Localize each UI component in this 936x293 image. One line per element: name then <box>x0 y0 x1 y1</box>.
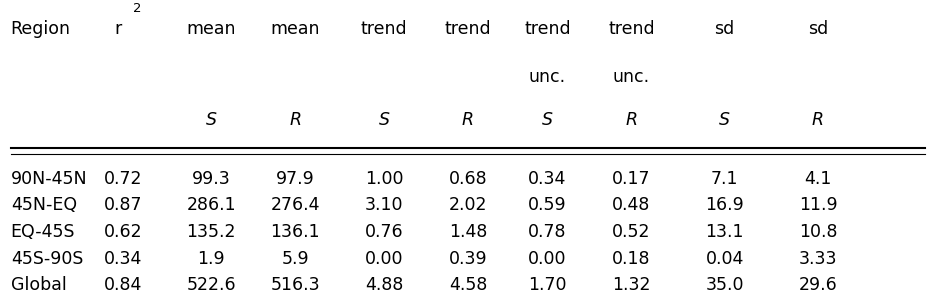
Text: sd: sd <box>808 20 828 38</box>
Text: R: R <box>625 111 637 129</box>
Text: 7.1: 7.1 <box>710 170 739 188</box>
Text: 0.18: 0.18 <box>612 250 651 268</box>
Text: 29.6: 29.6 <box>798 277 838 293</box>
Text: 0.78: 0.78 <box>528 223 566 241</box>
Text: 516.3: 516.3 <box>271 277 320 293</box>
Text: 5.9: 5.9 <box>282 250 309 268</box>
Text: 135.2: 135.2 <box>186 223 236 241</box>
Text: 0.17: 0.17 <box>612 170 651 188</box>
Text: 286.1: 286.1 <box>186 196 236 214</box>
Text: 0.34: 0.34 <box>104 250 142 268</box>
Text: S: S <box>719 111 730 129</box>
Text: 136.1: 136.1 <box>271 223 320 241</box>
Text: trend: trend <box>608 20 654 38</box>
Text: 11.9: 11.9 <box>798 196 838 214</box>
Text: 1.48: 1.48 <box>449 223 487 241</box>
Text: 1.00: 1.00 <box>365 170 403 188</box>
Text: 4.88: 4.88 <box>365 277 403 293</box>
Text: Global: Global <box>10 277 66 293</box>
Text: 276.4: 276.4 <box>271 196 320 214</box>
Text: 90N-45N: 90N-45N <box>10 170 87 188</box>
Text: trend: trend <box>524 20 571 38</box>
Text: 0.00: 0.00 <box>365 250 403 268</box>
Text: 0.00: 0.00 <box>528 250 566 268</box>
Text: mean: mean <box>271 20 320 38</box>
Text: 1.32: 1.32 <box>612 277 651 293</box>
Text: R: R <box>812 111 824 129</box>
Text: unc.: unc. <box>613 68 650 86</box>
Text: 2.02: 2.02 <box>448 196 488 214</box>
Text: R: R <box>289 111 301 129</box>
Text: S: S <box>206 111 217 129</box>
Text: trend: trend <box>360 20 407 38</box>
Text: 0.72: 0.72 <box>104 170 142 188</box>
Text: 0.48: 0.48 <box>612 196 651 214</box>
Text: 99.3: 99.3 <box>192 170 231 188</box>
Text: 4.1: 4.1 <box>804 170 832 188</box>
Text: 0.04: 0.04 <box>706 250 744 268</box>
Text: 45S-90S: 45S-90S <box>10 250 83 268</box>
Text: 35.0: 35.0 <box>706 277 744 293</box>
Text: sd: sd <box>714 20 735 38</box>
Text: 0.39: 0.39 <box>448 250 488 268</box>
Text: 3.10: 3.10 <box>365 196 403 214</box>
Text: r: r <box>114 20 122 38</box>
Text: mean: mean <box>186 20 236 38</box>
Text: 0.62: 0.62 <box>103 223 142 241</box>
Text: 0.68: 0.68 <box>448 170 488 188</box>
Text: 2: 2 <box>134 2 142 15</box>
Text: 1.70: 1.70 <box>528 277 566 293</box>
Text: 0.84: 0.84 <box>104 277 142 293</box>
Text: S: S <box>378 111 389 129</box>
Text: 0.52: 0.52 <box>612 223 651 241</box>
Text: 13.1: 13.1 <box>706 223 744 241</box>
Text: unc.: unc. <box>529 68 566 86</box>
Text: 0.76: 0.76 <box>365 223 403 241</box>
Text: 97.9: 97.9 <box>276 170 314 188</box>
Text: 522.6: 522.6 <box>186 277 236 293</box>
Text: 0.87: 0.87 <box>104 196 142 214</box>
Text: 3.33: 3.33 <box>798 250 837 268</box>
Text: EQ-45S: EQ-45S <box>10 223 75 241</box>
Text: 16.9: 16.9 <box>705 196 744 214</box>
Text: 4.58: 4.58 <box>449 277 487 293</box>
Text: 1.9: 1.9 <box>197 250 226 268</box>
Text: Region: Region <box>10 20 71 38</box>
Text: 0.59: 0.59 <box>528 196 566 214</box>
Text: trend: trend <box>445 20 491 38</box>
Text: 0.34: 0.34 <box>528 170 566 188</box>
Text: 10.8: 10.8 <box>798 223 837 241</box>
Text: S: S <box>542 111 553 129</box>
Text: R: R <box>462 111 474 129</box>
Text: 45N-EQ: 45N-EQ <box>10 196 77 214</box>
